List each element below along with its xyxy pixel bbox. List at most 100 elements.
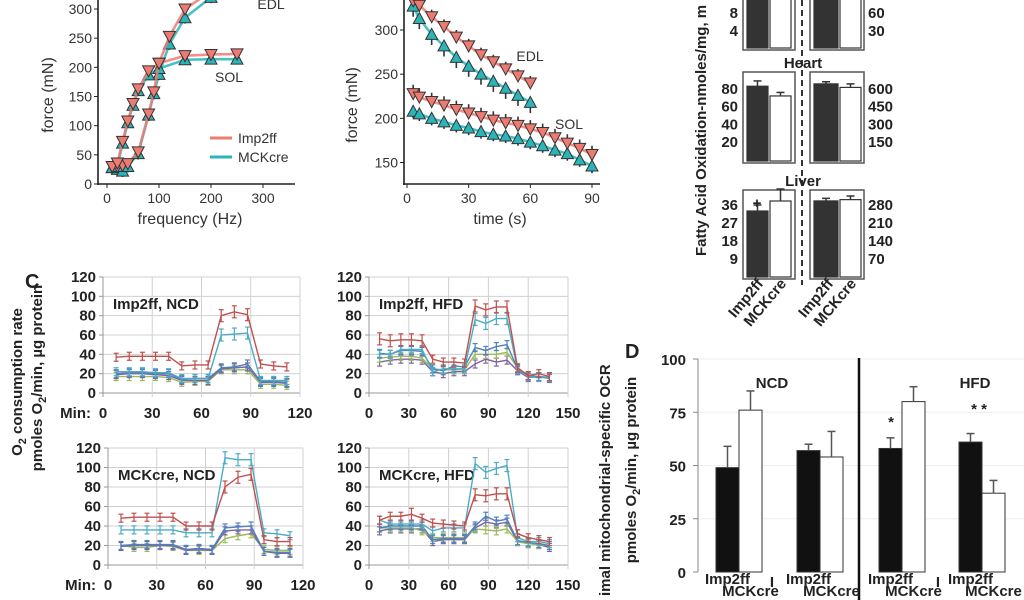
x-tick-label: 300: [251, 190, 275, 206]
data-point-Imp2ff: [412, 0, 427, 13]
data-point-Imp2ff: [178, 3, 192, 17]
block-title: Liver: [785, 173, 821, 190]
data-point-MCKcre: [486, 127, 501, 140]
y-tick-label: 250: [69, 30, 93, 46]
force-chart-0: 0 50 100 150 200 250 300 0 100 200 300 EDL SOL Imp2ff…: [69, 0, 295, 206]
data-point-Imp2ff: [511, 119, 525, 133]
bar-MCKcre: [839, 0, 862, 49]
data-point-Imp2ff: [110, 157, 125, 171]
data-point-Imp2ff: [474, 111, 488, 124]
ocr-subplot-2: 0 20 40 60 80 100 120 0 30 60 90 120 Min: MCKcre, NCD: [65, 440, 315, 594]
y-tick-label: 100: [71, 288, 96, 305]
series-line: [121, 456, 291, 537]
y-tick-label: 100: [337, 288, 362, 305]
data-point-Imp2ff: [585, 149, 599, 162]
x-tick-label: 90: [480, 405, 497, 422]
pair-separator: I: [936, 574, 940, 591]
series-line: [116, 332, 287, 382]
data-point-MCKcre: [412, 106, 427, 120]
curve-label: SOL: [555, 116, 583, 132]
data-point-Imp2ff: [461, 107, 476, 121]
data-point-Imp2ff: [120, 158, 135, 171]
force-chart-1: 150 200 250 300 0 30 60 90 EDL SOL: [375, 0, 600, 206]
bar-Imp2ff: [813, 0, 839, 49]
y-tick-label: 40: [721, 116, 738, 133]
x-tick-label: 0: [403, 190, 411, 206]
curve-label: EDL: [257, 0, 284, 12]
data-point-Imp2ff: [572, 142, 587, 156]
x-tick-label: 120: [290, 577, 315, 594]
y-tick-label: 600: [868, 81, 893, 98]
y-tick-label: 40: [79, 346, 96, 363]
bar-Imp2ff: [746, 85, 769, 162]
x-tick-label: 60: [440, 577, 457, 594]
ocr-y-axis-label-line2: pmoles O2/min, µg protein: [29, 285, 49, 471]
x-tick-label: 90: [480, 577, 497, 594]
freq-x-axis-label: frequency (Hz): [138, 211, 243, 228]
data-point-Imp2ff: [424, 96, 439, 109]
data-point-Imp2ff: [126, 98, 140, 111]
data-point-Imp2ff: [230, 48, 244, 61]
data-point-Imp2ff: [178, 50, 192, 63]
bar-Imp2ff: [746, 0, 769, 49]
subplot-title: Imp2ff, NCD: [113, 296, 199, 313]
y-tick-label: 200: [69, 59, 93, 75]
y-tick-label: 80: [84, 479, 101, 496]
category-label: MCKcre: [885, 583, 942, 600]
significance-mark: +: [753, 195, 762, 212]
data-point-Imp2ff: [120, 115, 135, 129]
bar-MCKcre: [769, 95, 792, 162]
x-tick-label: 120: [516, 577, 541, 594]
x-tick-label: 150: [555, 577, 580, 594]
x-tick-label: 60: [197, 577, 214, 594]
data-point-MCKcre: [437, 38, 451, 52]
y-tick-label: 140: [868, 233, 893, 250]
data-point-Imp2ff: [141, 65, 156, 78]
y-tick-label: 75: [669, 405, 686, 422]
pair-separator: I: [770, 574, 774, 591]
category-label: MCKcre: [965, 583, 1022, 600]
y-tick-label: 120: [71, 269, 96, 286]
data-point-Imp2ff: [560, 137, 575, 151]
freq-y-axis-label: force (mN): [40, 57, 57, 133]
data-point-MCKcre: [523, 95, 538, 108]
data-point-MCKcre: [486, 74, 501, 87]
y-tick-label: 60: [84, 499, 101, 516]
y-tick-label: 20: [84, 538, 101, 555]
data-point-Imp2ff: [449, 31, 464, 45]
bar-MCKcre: [839, 199, 862, 278]
data-point-Imp2ff: [131, 146, 146, 159]
data-point-Imp2ff: [141, 108, 156, 122]
data-point-Imp2ff: [437, 99, 451, 113]
y-tick-label: 80: [345, 308, 362, 325]
category-label: MCKcre: [722, 583, 779, 600]
data-point-MCKcre: [412, 11, 427, 25]
series-line: [116, 366, 287, 385]
y-tick-label: 150: [69, 89, 93, 105]
fatty-acid-oxidation-chart: 483060Heart20406080150300450600Liver9182…: [721, 0, 893, 330]
category-label: Imp2ff: [705, 571, 751, 588]
y-tick-label: 120: [337, 440, 362, 457]
data-point-MCKcre: [204, 0, 218, 3]
bar-MCKcre: [981, 492, 1006, 573]
y-tick-label: 0: [88, 385, 96, 402]
data-point-Imp2ff: [449, 104, 464, 117]
data-point-MCKcre: [437, 114, 451, 128]
bar-MCKcre: [769, 200, 792, 278]
legend-label: MCKcre: [238, 149, 289, 165]
x-tick-label: 60: [523, 190, 539, 206]
x-tick-label: 0: [365, 405, 373, 422]
data-point-Imp2ff: [424, 11, 439, 24]
data-point-Imp2ff: [535, 126, 550, 140]
group-label: HFD: [960, 375, 991, 392]
series-line: [120, 473, 290, 543]
x-tick-label: 120: [287, 405, 312, 422]
y-tick-label: 20: [345, 538, 362, 555]
y-tick-label: 40: [345, 346, 362, 363]
series-line: [116, 311, 287, 368]
bar-MCKcre: [738, 409, 763, 573]
x-tick-label: 60: [193, 405, 210, 422]
data-point-Imp2ff: [498, 63, 513, 76]
data-point-MCKcre: [178, 10, 192, 24]
y-tick-label: 18: [721, 233, 738, 250]
